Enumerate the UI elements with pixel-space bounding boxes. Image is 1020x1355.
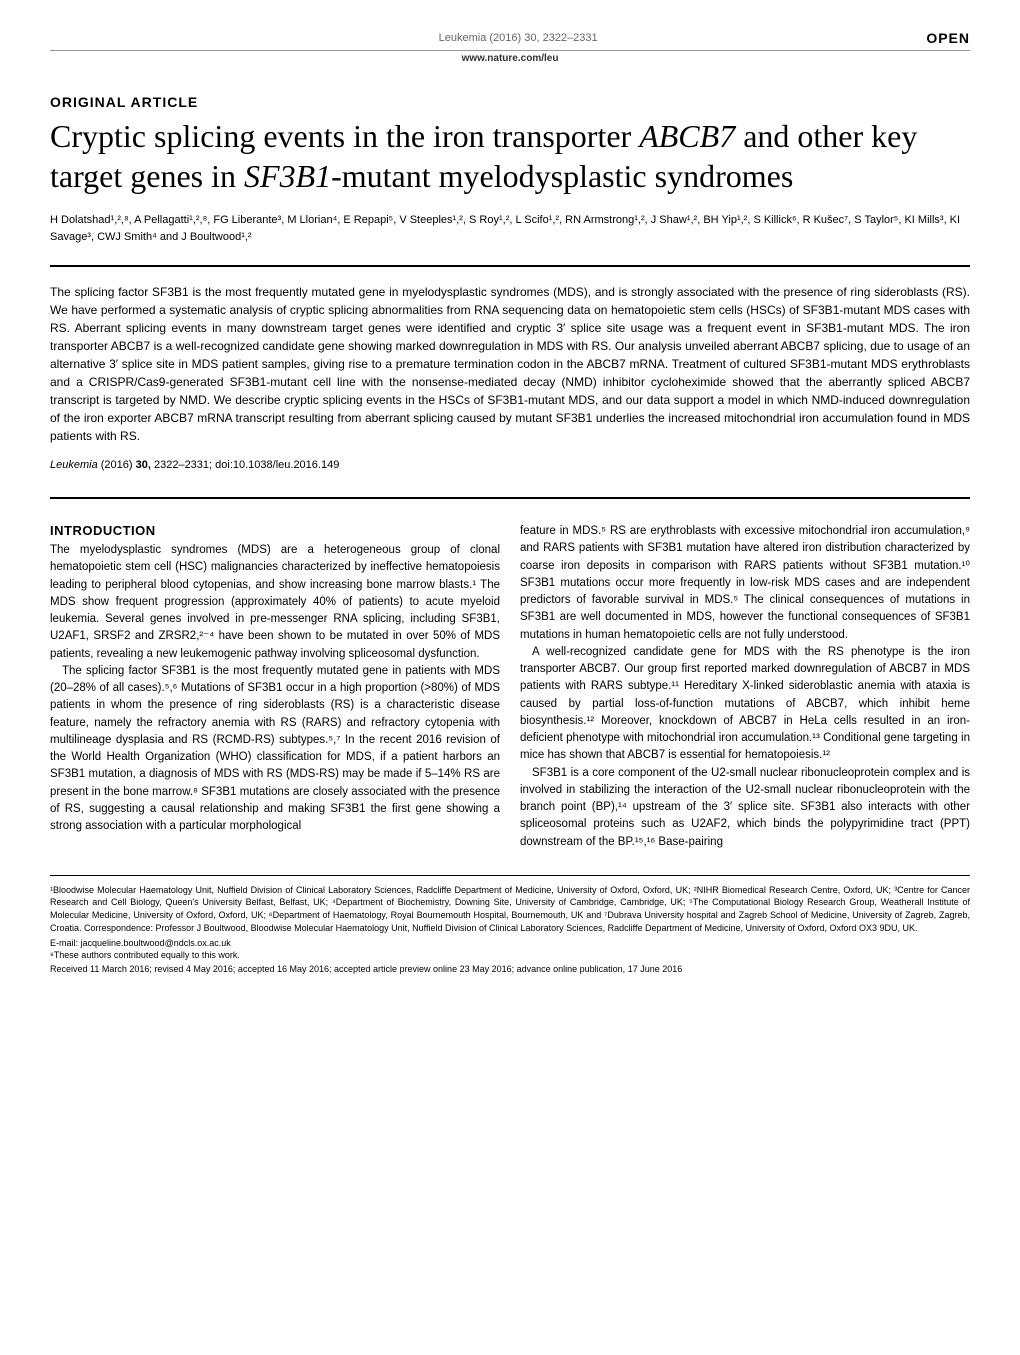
body-columns: INTRODUCTION The myelodysplastic syndrom… — [50, 523, 970, 851]
article-title: Cryptic splicing events in the iron tran… — [50, 116, 970, 196]
open-access-label: OPEN — [926, 30, 970, 46]
para-1: The myelodysplastic syndromes (MDS) are … — [50, 542, 500, 663]
title-gene-1: ABCB7 — [639, 118, 735, 154]
right-column: feature in MDS.⁵ RS are erythroblasts wi… — [520, 523, 970, 851]
abstract-box: The splicing factor SF3B1 is the most fr… — [50, 265, 970, 499]
title-text-1: Cryptic splicing events in the iron tran… — [50, 118, 639, 154]
article-dates: Received 11 March 2016; revised 4 May 20… — [50, 964, 970, 974]
header-divider — [50, 50, 970, 51]
footer-divider — [50, 875, 970, 876]
page-header: Leukemia (2016) 30, 2322–2331 OPEN — [50, 30, 970, 46]
para-3: feature in MDS.⁵ RS are erythroblasts wi… — [520, 523, 970, 644]
citation: Leukemia (2016) 30, 2322–2331; doi:10.10… — [50, 459, 970, 471]
equal-contribution-note: ⁸These authors contributed equally to th… — [50, 950, 970, 960]
intro-heading: INTRODUCTION — [50, 523, 500, 538]
author-list: H Dolatshad¹,²,⁸, A Pellagatti¹,²,⁸, FG … — [50, 212, 970, 245]
journal-website: www.nature.com/leu — [50, 53, 970, 64]
title-gene-2: SF3B1 — [244, 158, 331, 194]
citation-pages: 2322–2331; doi:10.1038/leu.2016.149 — [151, 459, 339, 471]
right-column-text: feature in MDS.⁵ RS are erythroblasts wi… — [520, 523, 970, 851]
citation-journal: Leukemia — [50, 459, 98, 471]
article-type: ORIGINAL ARTICLE — [50, 94, 970, 110]
citation-volume: 30, — [136, 459, 151, 471]
corresponding-email: E-mail: jacqueline.boultwood@ndcls.ox.ac… — [50, 938, 970, 948]
journal-issue: Leukemia (2016) 30, 2322–2331 — [110, 32, 926, 44]
left-column-text: The myelodysplastic syndromes (MDS) are … — [50, 542, 500, 835]
title-text-3: -mutant myelodysplastic syndromes — [331, 158, 793, 194]
abstract-text: The splicing factor SF3B1 is the most fr… — [50, 283, 970, 445]
citation-year: (2016) — [98, 459, 136, 471]
para-5: SF3B1 is a core component of the U2-smal… — [520, 765, 970, 851]
left-column: INTRODUCTION The myelodysplastic syndrom… — [50, 523, 500, 851]
para-4: A well-recognized candidate gene for MDS… — [520, 644, 970, 765]
affiliations: ¹Bloodwise Molecular Haematology Unit, N… — [50, 884, 970, 934]
para-2: The splicing factor SF3B1 is the most fr… — [50, 663, 500, 836]
